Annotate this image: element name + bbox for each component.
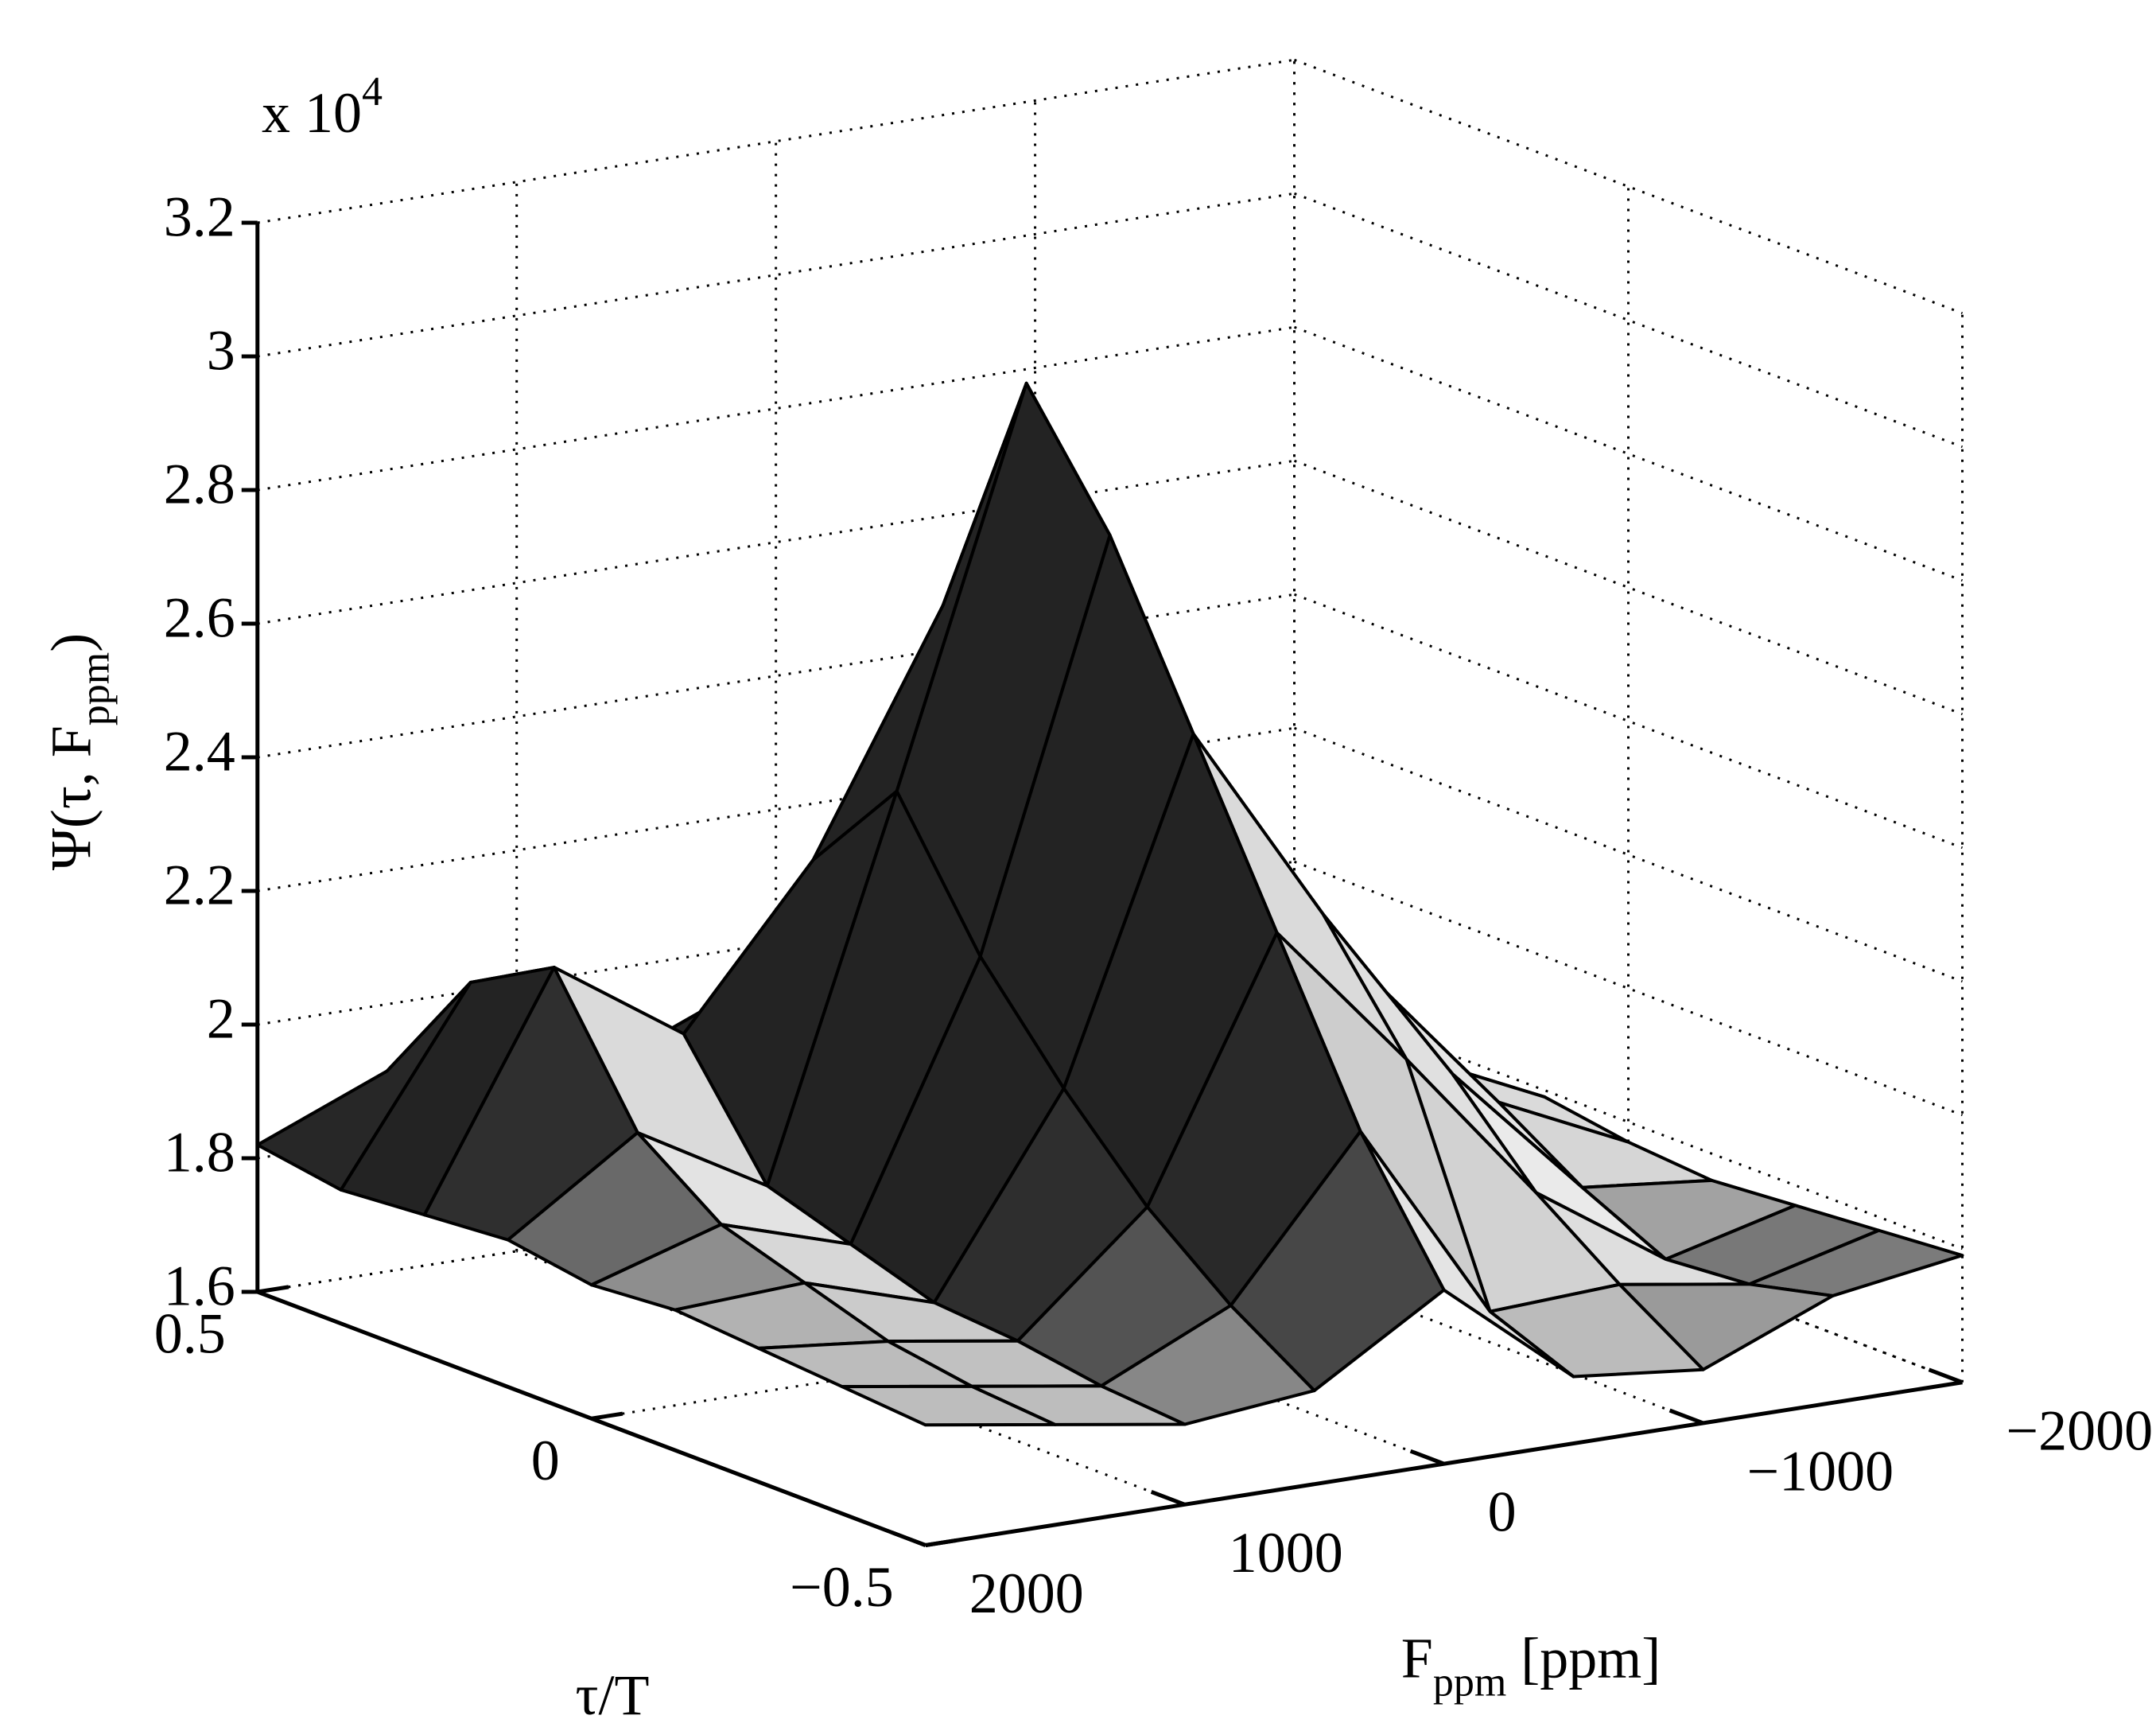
x-axis-label-part: [ppm] xyxy=(1506,1626,1661,1690)
z-tick-label: 2.8 xyxy=(164,453,235,516)
z-axis-label: Ψ(τ, Fppm) xyxy=(39,633,118,871)
x-tick-label: −2000 xyxy=(2006,1398,2154,1462)
x-axis-label-part: F xyxy=(1401,1626,1433,1690)
z-tick-label: 3 xyxy=(207,319,235,383)
y-tick-label: 0 xyxy=(531,1429,560,1492)
x-tick-label: 2000 xyxy=(969,1562,1084,1625)
z-axis-label-part: Ψ(τ, F xyxy=(39,725,103,870)
x-tick xyxy=(1409,1449,1445,1466)
surface-patch xyxy=(840,1384,1057,1427)
z-tick-label: 1.6 xyxy=(164,1254,235,1318)
z-multiplier-part: 4 xyxy=(362,69,383,115)
x-tick xyxy=(1928,1367,1964,1385)
z-tick-label: 2.6 xyxy=(164,586,235,650)
z-tick-label: 2.2 xyxy=(164,854,235,917)
x-axis-label-part: ppm xyxy=(1433,1660,1506,1706)
y-tick xyxy=(925,1538,958,1547)
y-tick xyxy=(591,1411,623,1421)
y-tick xyxy=(257,1285,289,1294)
x-tick xyxy=(891,1531,926,1547)
x-tick xyxy=(1150,1490,1186,1507)
z-multiplier: x 104 xyxy=(262,69,383,144)
x-axis-label: Fppm [ppm] xyxy=(1401,1626,1661,1706)
x-tick-label: 1000 xyxy=(1229,1521,1343,1585)
x-tick-label: 0 xyxy=(1488,1480,1517,1544)
z-tick-label: 2.4 xyxy=(164,720,235,784)
z-tick-label: 2 xyxy=(207,987,235,1051)
z-multiplier-part: x 10 xyxy=(262,80,362,144)
y-axis-label: τ/T xyxy=(576,1663,650,1727)
x-tick xyxy=(1668,1408,1704,1426)
z-tick-label: 3.2 xyxy=(164,185,235,249)
z-tick-label: 1.8 xyxy=(164,1121,235,1184)
z-axis-label-part: ) xyxy=(39,633,103,652)
y-tick-label: −0.5 xyxy=(790,1555,894,1619)
y-tick-label: 0.5 xyxy=(154,1302,226,1366)
x-tick-label: −1000 xyxy=(1747,1439,1894,1503)
z-axis-label-part: ppm xyxy=(73,652,118,725)
